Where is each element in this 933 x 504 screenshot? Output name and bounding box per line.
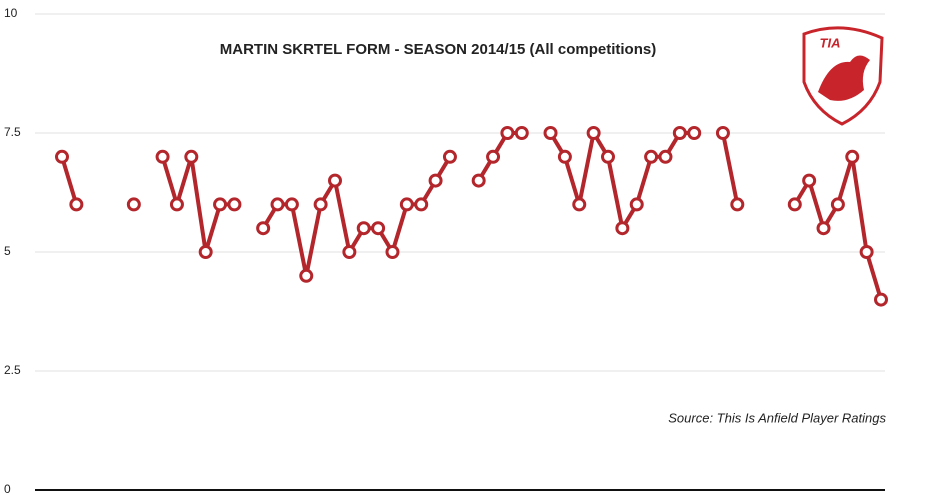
logo: TIA <box>802 26 884 126</box>
point <box>830 197 845 212</box>
point <box>126 197 141 212</box>
y-tick-label: 0 <box>4 482 11 496</box>
point <box>399 197 414 212</box>
y-tick-label: 5 <box>4 244 11 258</box>
y-tick-label: 2.5 <box>4 363 21 377</box>
point <box>514 126 529 140</box>
point <box>629 197 644 212</box>
point <box>198 245 213 259</box>
chart-title: MARTIN SKRTEL FORM - SEASON 2014/15 (All… <box>220 41 656 58</box>
point <box>328 173 342 188</box>
point <box>658 149 673 164</box>
point <box>672 126 687 140</box>
point <box>730 197 745 212</box>
grid <box>35 13 885 491</box>
point <box>859 245 874 259</box>
point <box>184 149 199 164</box>
point <box>284 197 299 212</box>
point <box>356 221 371 236</box>
point <box>428 173 443 188</box>
point <box>615 221 630 236</box>
point <box>256 221 271 236</box>
point <box>299 268 314 283</box>
annotation: Source: This Is Anfield Player Ratings <box>668 410 886 425</box>
point <box>313 197 328 212</box>
point <box>601 149 615 164</box>
point <box>69 197 84 212</box>
point <box>845 149 860 164</box>
point <box>227 197 242 212</box>
logo-text: TIA <box>820 35 841 50</box>
point <box>543 126 558 140</box>
point <box>500 126 515 140</box>
point <box>155 149 170 164</box>
point <box>213 197 228 212</box>
y-tick-label: 10 <box>4 6 18 20</box>
point <box>715 126 730 140</box>
point <box>371 221 386 236</box>
point <box>442 149 457 164</box>
point <box>874 292 888 307</box>
point <box>471 173 486 188</box>
point <box>270 197 285 212</box>
point <box>169 197 184 212</box>
logo-bird <box>818 55 870 101</box>
point <box>586 126 601 140</box>
y-tick-label: 7.5 <box>4 125 21 139</box>
point <box>557 149 572 164</box>
point <box>687 126 702 140</box>
point <box>342 245 357 259</box>
point <box>644 149 659 164</box>
point <box>55 149 69 164</box>
point <box>414 197 429 212</box>
point <box>816 221 831 236</box>
point <box>486 149 501 164</box>
point <box>787 197 802 212</box>
point <box>572 197 587 212</box>
point <box>802 173 817 188</box>
point <box>385 245 400 259</box>
